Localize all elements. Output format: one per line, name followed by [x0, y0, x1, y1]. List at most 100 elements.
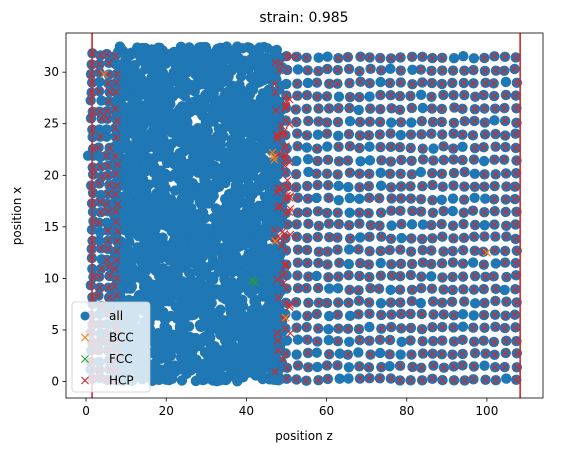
all-point [166, 151, 177, 162]
hcp-point [355, 67, 364, 76]
all-point [223, 153, 235, 165]
all-point [344, 310, 356, 322]
hcp-point [428, 181, 437, 190]
hcp-point [439, 156, 448, 164]
hcp-point [95, 218, 103, 227]
all-point [265, 288, 277, 299]
all-point [448, 53, 460, 64]
hcp-point [273, 203, 282, 212]
hcp-point [355, 362, 364, 371]
hcp-point [345, 64, 354, 73]
hcp-point [365, 79, 374, 88]
hcp-point [333, 170, 342, 179]
hcp-point [438, 53, 447, 62]
y-tick-label: 5 [51, 323, 59, 337]
hcp-point [376, 335, 384, 344]
all-point [193, 297, 204, 308]
hcp-point [103, 171, 112, 180]
hcp-point [105, 143, 114, 152]
hcp-point [344, 130, 353, 139]
all-point [344, 192, 355, 204]
all-point [406, 117, 417, 128]
hcp-point [448, 272, 457, 281]
y-tick-label: 25 [44, 117, 59, 131]
hcp-point [86, 70, 95, 79]
hcp-point [468, 131, 477, 140]
hcp-point [502, 232, 511, 241]
hcp-point [95, 283, 104, 292]
hcp-point [438, 130, 447, 139]
all-point [226, 113, 238, 125]
all-point [263, 108, 275, 120]
hcp-point [491, 130, 500, 139]
hcp-point [111, 152, 120, 161]
all-point [120, 137, 131, 148]
hcp-point [113, 116, 122, 125]
hcp-point [303, 258, 312, 267]
hcp-point [293, 271, 302, 280]
all-point [211, 162, 222, 174]
hcp-point [355, 169, 364, 178]
all-point [469, 298, 481, 309]
all-point [176, 375, 188, 386]
all-point [151, 328, 162, 340]
hcp-point [95, 68, 104, 77]
hcp-point [512, 246, 521, 255]
hcp-point [292, 220, 301, 229]
hcp-point [396, 53, 405, 62]
hcp-point [419, 155, 428, 164]
hcp-point [95, 60, 104, 69]
hcp-point [491, 322, 500, 331]
hcp-point [501, 116, 510, 125]
all-point [232, 41, 243, 52]
legend-marker [81, 376, 89, 385]
all-point [226, 292, 237, 303]
hcp-point [501, 131, 510, 140]
legend-label: BCC [109, 331, 134, 345]
all-point [101, 131, 112, 142]
hcp-point [89, 188, 98, 197]
hcp-point [292, 52, 301, 61]
hcp-point [345, 221, 354, 230]
all-point [395, 129, 407, 141]
all-point [281, 78, 292, 90]
hcp-point [417, 207, 426, 216]
hcp-point [111, 124, 120, 133]
hcp-point [364, 182, 373, 191]
hcp-point [354, 286, 363, 295]
y-tick-label: 15 [44, 220, 59, 234]
all-point [323, 334, 334, 346]
hcp-point [460, 376, 469, 385]
all-point [343, 181, 354, 193]
axes-frame [65, 32, 544, 399]
all-point [407, 64, 418, 75]
hcp-point [356, 52, 365, 61]
all-point [291, 155, 302, 167]
hcp-point [480, 53, 489, 62]
hcp-point [449, 169, 458, 178]
all-point [281, 143, 292, 154]
hcp-point [407, 247, 416, 256]
hcp-point [490, 155, 499, 164]
hcp-point [364, 363, 373, 372]
hcp-point [512, 104, 521, 113]
all-point [191, 256, 203, 268]
all-point [217, 255, 229, 267]
all-point [223, 325, 234, 337]
all-point [467, 257, 479, 268]
all-point [241, 173, 253, 184]
all-point [235, 136, 246, 148]
hcp-point [479, 336, 488, 345]
all-point [364, 141, 375, 152]
all-point [247, 273, 259, 284]
all-point [156, 49, 167, 61]
hcp-point [273, 275, 282, 284]
all-point [177, 276, 188, 287]
all-point [203, 351, 214, 363]
hcp-point [314, 376, 323, 385]
hcp-point [271, 367, 280, 376]
all-point [126, 282, 137, 293]
hcp-point [427, 284, 436, 293]
hcp-point [102, 255, 111, 264]
x-tick-label: 100 [475, 404, 498, 418]
